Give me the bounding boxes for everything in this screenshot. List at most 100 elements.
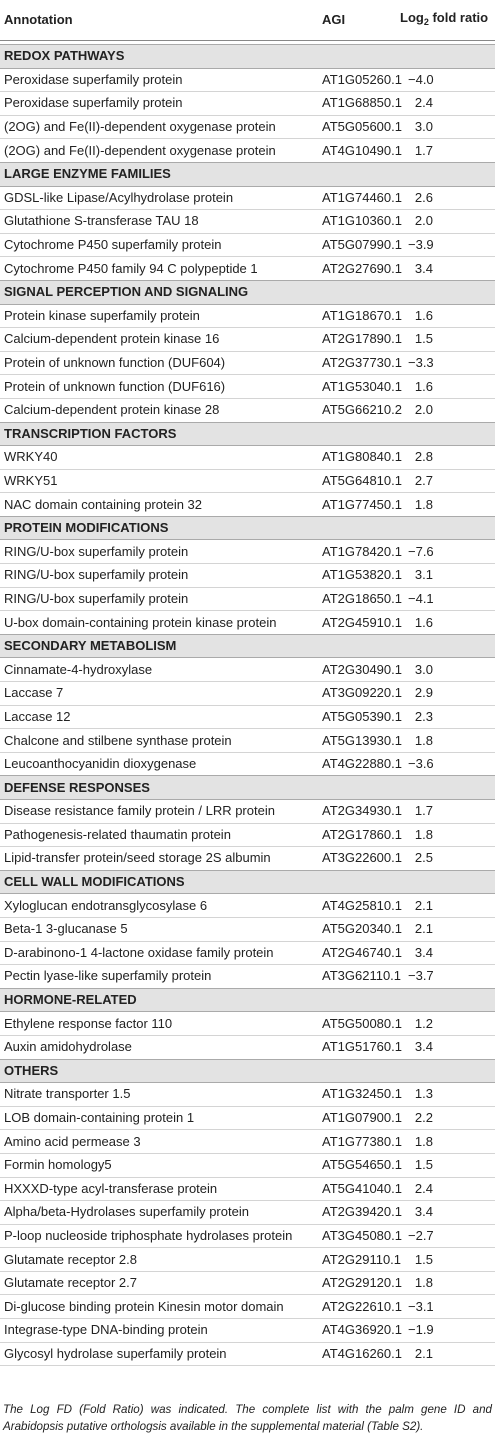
data-row: RING/U-box superfamily protein AT1G78420.… — [0, 540, 495, 565]
log-ratio-cell: −3.1 — [408, 1298, 434, 1314]
log-ratio-cell: −2.7 — [408, 1227, 434, 1243]
agi-cell: AT5G50080.1 — [322, 1015, 402, 1031]
log-ratio-cell: 3.4 — [414, 260, 433, 276]
section-title: REDOX PATHWAYS — [4, 48, 125, 64]
section-title: DEFENSE RESPONSES — [4, 779, 150, 795]
section-row: PROTEIN MODIFICATIONS — [0, 515, 495, 541]
data-row: Ethylene response factor 110 AT5G50080.1 1… — [0, 1012, 495, 1036]
data-row: Glutathione S-transferase TAU 18 AT1G1036… — [0, 210, 495, 234]
annotation-cell: Ethylene response factor 110 — [4, 1015, 173, 1031]
data-row: Cinnamate-4-hydroxylase AT2G30490.1 3.0 — [0, 658, 495, 683]
section-title: OTHERS — [4, 1062, 59, 1078]
annotation-cell: Laccase 7 — [4, 685, 64, 701]
table-body: REDOX PATHWAYS Peroxidase superfamily pro… — [0, 44, 495, 1367]
agi-cell: AT3G62110.1 — [322, 968, 402, 984]
log-ratio-cell: 2.0 — [414, 402, 433, 418]
header-cell: Log2 fold ratio — [400, 10, 495, 30]
annotation-cell: Lipid-transfer protein/seed storage 2S a… — [4, 850, 271, 866]
section-title: SECONDARY METABOLISM — [4, 638, 177, 654]
data-row: Cytochrome P450 family 94 C polypeptide … — [0, 257, 495, 281]
log-ratio-cell: 1.5 — [414, 331, 433, 347]
section-title: HORMONE-RELATED — [4, 992, 137, 1008]
agi-cell: AT1G32450.1 — [322, 1086, 402, 1102]
agi-cell: AT3G09220.1 — [322, 685, 402, 701]
annotation-cell: (2OG) and Fe(II)-dependent oxygenase pro… — [4, 119, 276, 135]
annotation-cell: Amino acid permease 3 — [4, 1133, 141, 1149]
data-row: Laccase 12 AT5G05390.1 2.3 — [0, 706, 495, 730]
log-ratio-cell: 2.1 — [414, 1345, 433, 1361]
agi-cell: AT1G18670.1 — [322, 307, 402, 323]
data-row: WRKY51 AT5G64810.1 2.7 — [0, 470, 495, 494]
header-cell: Annotation — [4, 12, 73, 27]
log-ratio-cell: 3.4 — [414, 1204, 433, 1220]
annotation-cell: D-arabinono-1 4-lactone oxidase family p… — [4, 944, 274, 960]
agi-cell: AT1G05260.1 — [322, 71, 402, 87]
data-row: Protein of unknown function (DUF604) AT2G… — [0, 352, 495, 376]
data-row: HXXXD-type acyl-transferase protein AT5G4… — [0, 1178, 495, 1202]
log-ratio-cell: 1.8 — [414, 732, 433, 748]
section-row: SECONDARY METABOLISM — [0, 633, 495, 659]
data-row: Disease resistance family protein / LRR … — [0, 800, 495, 824]
log-ratio-cell: −4.0 — [408, 71, 434, 87]
agi-cell: AT5G05390.1 — [322, 708, 402, 724]
agi-cell: AT1G80840.1 — [322, 449, 402, 465]
section-row: SIGNAL PERCEPTION AND SIGNALING — [0, 279, 495, 305]
log-ratio-cell: −1.9 — [408, 1322, 434, 1338]
annotation-cell: RING/U-box superfamily protein — [4, 590, 189, 606]
log-ratio-cell: −3.6 — [408, 756, 434, 772]
data-row: (2OG) and Fe(II)-dependent oxygenase pro… — [0, 139, 495, 163]
log-ratio-cell: 1.7 — [414, 142, 433, 158]
footnote: The Log FD (Fold Ratio) was indicated. T… — [3, 1403, 492, 1433]
agi-cell: AT2G34930.1 — [322, 803, 402, 819]
annotation-cell: Cytochrome P450 superfamily protein — [4, 237, 222, 253]
agi-cell: AT1G53820.1 — [322, 567, 402, 583]
data-row: LOB domain-containing protein 1 AT1G07900… — [0, 1107, 495, 1131]
agi-cell: AT2G30490.1 — [322, 661, 402, 677]
data-row: RING/U-box superfamily protein AT2G18650.… — [0, 588, 495, 612]
data-row: WRKY40 AT1G80840.1 2.8 — [0, 446, 495, 470]
log-ratio-cell: 1.8 — [414, 496, 433, 512]
header-text: fold ratio — [432, 10, 489, 25]
agi-cell: AT5G64810.1 — [322, 472, 402, 488]
agi-cell: AT5G13930.1 — [322, 732, 402, 748]
annotation-cell: WRKY40 — [4, 449, 58, 465]
agi-cell: AT1G10360.1 — [322, 213, 402, 229]
log-ratio-cell: 1.6 — [414, 614, 433, 630]
data-row: Formin homology5 AT5G54650.1 1.5 — [0, 1154, 495, 1178]
table: Annotation AGI Log2 fold ratio REDOX PAT… — [0, 10, 495, 1367]
agi-cell: AT1G74460.1 — [322, 189, 402, 205]
agi-cell: AT2G45910.1 — [322, 614, 402, 630]
agi-cell: AT2G39420.1 — [322, 1204, 402, 1220]
agi-cell: AT4G25810.1 — [322, 897, 402, 913]
annotation-cell: Xyloglucan endotransglycosylase 6 — [4, 897, 208, 913]
data-row: Amino acid permease 3 AT1G77380.1 1.8 — [0, 1130, 495, 1154]
data-row: Di-glucose binding protein Kinesin motor… — [0, 1295, 495, 1320]
data-row: Pathogenesis-related thaumatin protein AT… — [0, 824, 495, 848]
log-ratio-cell: 1.7 — [414, 803, 433, 819]
agi-cell: AT5G20340.1 — [322, 921, 402, 937]
log-ratio-cell: 2.1 — [414, 921, 433, 937]
agi-cell: AT2G18650.1 — [322, 590, 402, 606]
data-row: RING/U-box superfamily protein AT1G53820.… — [0, 564, 495, 588]
annotation-cell: Alpha/beta-Hydrolases superfamily protei… — [4, 1204, 249, 1220]
annotation-cell: Formin homology5 — [4, 1157, 112, 1173]
annotation-cell: (2OG) and Fe(II)-dependent oxygenase pro… — [4, 142, 276, 158]
log-ratio-cell: 1.5 — [414, 1251, 433, 1267]
annotation-cell: WRKY51 — [4, 472, 58, 488]
annotation-cell: P-loop nucleoside triphosphate hydrolase… — [4, 1227, 293, 1243]
data-row: Integrase-type DNA-binding protein AT4G36… — [0, 1319, 495, 1343]
annotation-cell: RING/U-box superfamily protein — [4, 567, 189, 583]
agi-cell: AT2G29110.1 — [322, 1251, 402, 1267]
data-row: D-arabinono-1 4-lactone oxidase family p… — [0, 942, 495, 966]
agi-cell: AT1G51760.1 — [322, 1039, 402, 1055]
annotation-cell: U-box domain-containing protein kinase p… — [4, 614, 277, 630]
agi-cell: AT1G68850.1 — [322, 95, 402, 111]
annotation-cell: HXXXD-type acyl-transferase protein — [4, 1180, 218, 1196]
annotation-cell: Auxin amidohydrolase — [4, 1039, 132, 1055]
agi-cell: AT2G46740.1 — [322, 944, 402, 960]
log-ratio-cell: 2.0 — [414, 213, 433, 229]
section-row: OTHERS — [0, 1058, 495, 1084]
annotation-cell: Di-glucose binding protein Kinesin motor… — [4, 1298, 284, 1314]
log-ratio-cell: 3.4 — [414, 1039, 433, 1055]
log-ratio-cell: 1.8 — [414, 826, 433, 842]
